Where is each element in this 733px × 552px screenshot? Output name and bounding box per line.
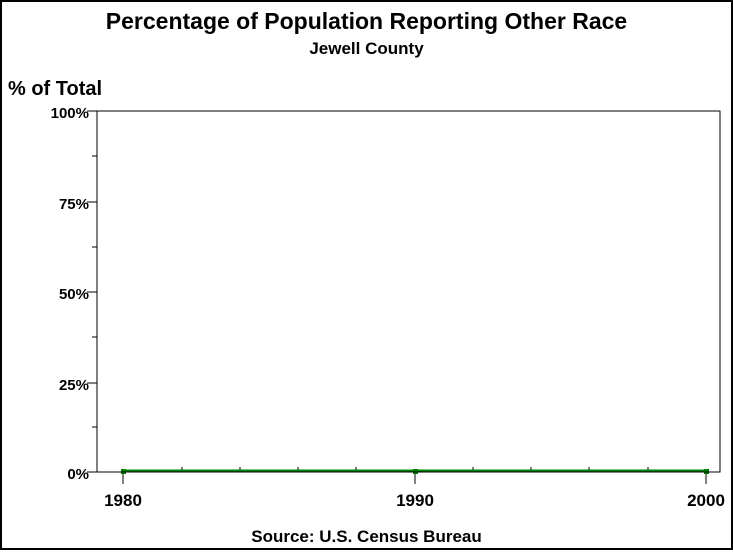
svg-text:1990: 1990 bbox=[396, 491, 434, 510]
svg-text:50%: 50% bbox=[59, 286, 89, 303]
svg-text:75%: 75% bbox=[59, 196, 89, 213]
svg-text:25%: 25% bbox=[59, 377, 89, 394]
svg-text:100%: 100% bbox=[51, 105, 89, 122]
svg-text:1980: 1980 bbox=[104, 491, 142, 510]
svg-text:2000: 2000 bbox=[687, 491, 725, 510]
svg-text:0%: 0% bbox=[67, 466, 89, 483]
